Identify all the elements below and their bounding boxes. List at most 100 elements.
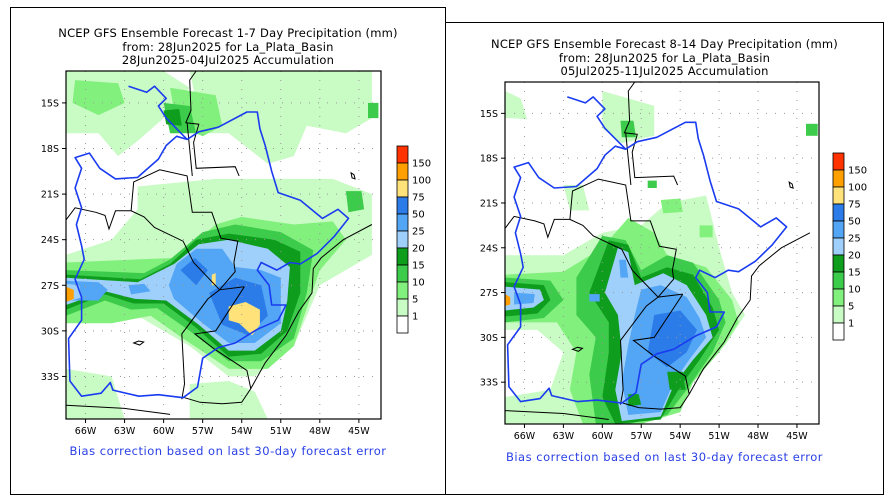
lat-tick-label: 30S [480, 333, 498, 344]
country-border [505, 215, 675, 298]
precip-contour-area [699, 225, 713, 238]
lake-outline [571, 346, 584, 352]
country-border [505, 410, 609, 420]
precip-contour-area [368, 102, 379, 119]
precip-legend: 150 100 75 50 25 20 15 10 5 1 [396, 145, 431, 334]
lon-tick-label: 54W [231, 426, 253, 437]
country-border [569, 178, 677, 271]
lon-tick-label: 60W [153, 426, 175, 437]
precip-field [66, 71, 381, 419]
lat-tick-label: 30S [41, 326, 59, 337]
legend-label: 100 [412, 176, 431, 187]
legend-swatch [832, 305, 845, 324]
lat-tick-label: 27S [41, 281, 59, 292]
precip-map-week1: 15S 18S 21S 24S 27S 30S 33S 66W 63W 60W 57W 54W 51W 4… [41, 70, 431, 437]
lake-outline [132, 340, 145, 346]
forecast-panel-week1: NCEP GFS Ensemble Forecast 1-7 Day Preci… [10, 7, 446, 495]
precip-legend: 150 100 75 50 25 20 15 10 5 1 [832, 152, 867, 341]
panel-title-line3: 28Jun2025-04Jul2025 Accumulation [121, 53, 335, 67]
precip-contour-area [806, 123, 818, 136]
legend-label: 1 [412, 312, 418, 323]
precip-contour-area [128, 283, 151, 295]
reservoir-outline [788, 180, 794, 189]
precip-contour-area [602, 91, 655, 144]
precip-contour-area [228, 302, 260, 336]
reservoir-outline [350, 171, 356, 180]
legend-swatch [832, 169, 845, 188]
legend-label: 15 [412, 261, 425, 272]
lon-tick-label: 48W [747, 431, 769, 442]
panel-title-line2: from: 28Jun2025 for La_Plata_Basin [122, 40, 334, 54]
precip-contour-area [667, 371, 686, 390]
lat-tick-label: 33S [480, 378, 498, 389]
legend-label: 25 [412, 227, 425, 238]
legend-swatch [396, 298, 409, 317]
legend-label: 10 [412, 278, 425, 289]
country-border [619, 293, 683, 405]
legend-label: 25 [848, 234, 861, 245]
legend-label: 15 [848, 268, 861, 279]
legend-swatch [396, 179, 409, 198]
legend-swatch [396, 213, 409, 232]
legend-label: 75 [848, 200, 861, 211]
legend-label: 10 [848, 285, 861, 296]
bias-correction-note: Bias correction based on last 30-day for… [69, 444, 387, 458]
country-border [181, 286, 245, 400]
legend-swatch [396, 196, 409, 215]
lon-tick-label: 45W [786, 431, 808, 442]
country-border [130, 169, 239, 263]
lat-tick-label: 21S [480, 198, 498, 209]
precip-contour-area [505, 294, 511, 306]
panel-title-line1: NCEP GFS Ensemble Forecast 8-14 Day Prec… [491, 37, 838, 51]
basin-outline [506, 96, 788, 404]
legend-label: 1 [848, 319, 854, 330]
legend-swatch [832, 288, 845, 307]
legend-swatch [832, 152, 845, 171]
country-border [184, 224, 373, 405]
legend-label: 150 [412, 159, 431, 170]
precip-contour-area [647, 180, 657, 188]
panel-title-line1: NCEP GFS Ensemble Forecast 1-7 Day Preci… [58, 26, 398, 40]
lon-tick-label: 45W [348, 426, 370, 437]
precip-field [505, 82, 819, 424]
legend-swatch [396, 315, 409, 334]
precip-contour-area [72, 80, 125, 116]
lat-tick-label: 15S [480, 109, 498, 120]
legend-swatch [832, 203, 845, 222]
map-frame [504, 81, 820, 425]
basin-outline [67, 85, 350, 399]
precip-contour-area [66, 286, 74, 302]
lat-tick-label: 21S [41, 190, 59, 201]
lon-tick-label: 51W [708, 431, 730, 442]
country-border [622, 232, 811, 410]
map-frame [65, 70, 382, 420]
country-border [625, 132, 632, 186]
country-border [186, 122, 193, 176]
lat-tick-label: 18S [480, 154, 498, 165]
precip-contour-area [660, 198, 683, 214]
legend-swatch [832, 220, 845, 239]
country-border [66, 404, 171, 415]
lat-tick-label: 24S [41, 235, 59, 246]
lon-tick-label: 57W [192, 426, 214, 437]
lon-tick-label: 63W [114, 426, 136, 437]
legend-swatch [832, 322, 845, 341]
legend-label: 50 [412, 210, 425, 221]
legend-label: 100 [848, 183, 867, 194]
legend-label: 150 [848, 166, 867, 177]
precip-contour-area [189, 71, 372, 164]
panel-title-line3: 05Jul2025-11Jul2025 Accumulation [560, 64, 769, 78]
precip-contour-area [180, 257, 208, 286]
country-border [66, 207, 236, 291]
lon-tick-label: 66W [75, 426, 97, 437]
country-border [623, 82, 679, 186]
legend-swatch [396, 230, 409, 249]
precip-contour-area [189, 381, 268, 419]
lon-tick-label: 51W [270, 426, 292, 437]
legend-swatch [396, 247, 409, 266]
legend-swatch [832, 186, 845, 205]
legend-swatch [396, 281, 409, 300]
lat-tick-label: 33S [41, 372, 59, 383]
precip-contour-area [589, 294, 600, 302]
precip-contour-area [345, 191, 365, 213]
